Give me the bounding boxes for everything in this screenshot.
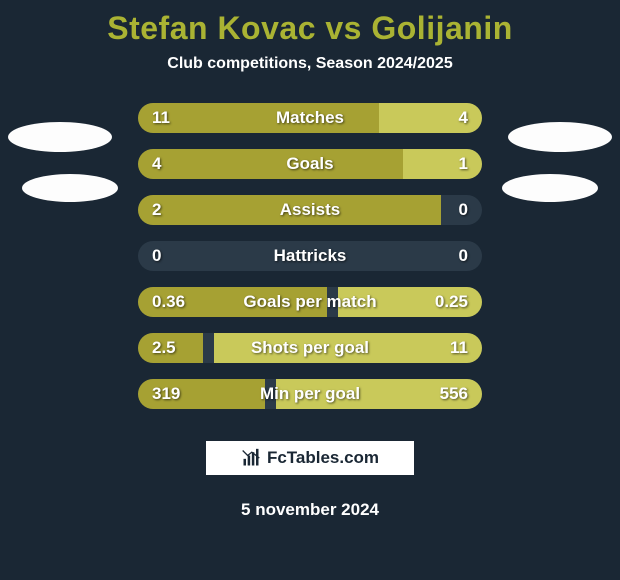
logo-text: FcTables.com [267,448,379,468]
comparison-title: Stefan Kovac vs Golijanin [0,0,620,47]
comparison-row: 00Hattricks [0,241,620,271]
metric-label: Min per goal [138,379,482,409]
metric-label: Assists [138,195,482,225]
comparison-rows: 114Matches 41Goals 20Assists 00Hattricks 0.3… [0,103,620,409]
comparison-row: 41Goals [0,149,620,179]
comparison-row: 20Assists [0,195,620,225]
metric-label: Goals per match [138,287,482,317]
comparison-row: 114Matches [0,103,620,133]
bar-chart-icon [241,448,261,468]
comparison-row: 319556Min per goal [0,379,620,409]
comparison-row: 0.360.25Goals per match [0,287,620,317]
comparison-date: 5 november 2024 [0,500,620,520]
metric-label: Hattricks [138,241,482,271]
metric-label: Goals [138,149,482,179]
metric-label: Matches [138,103,482,133]
comparison-row: 2.511Shots per goal [0,333,620,363]
logo-box: FcTables.com [205,440,415,476]
metric-label: Shots per goal [138,333,482,363]
comparison-subtitle: Club competitions, Season 2024/2025 [0,55,620,73]
